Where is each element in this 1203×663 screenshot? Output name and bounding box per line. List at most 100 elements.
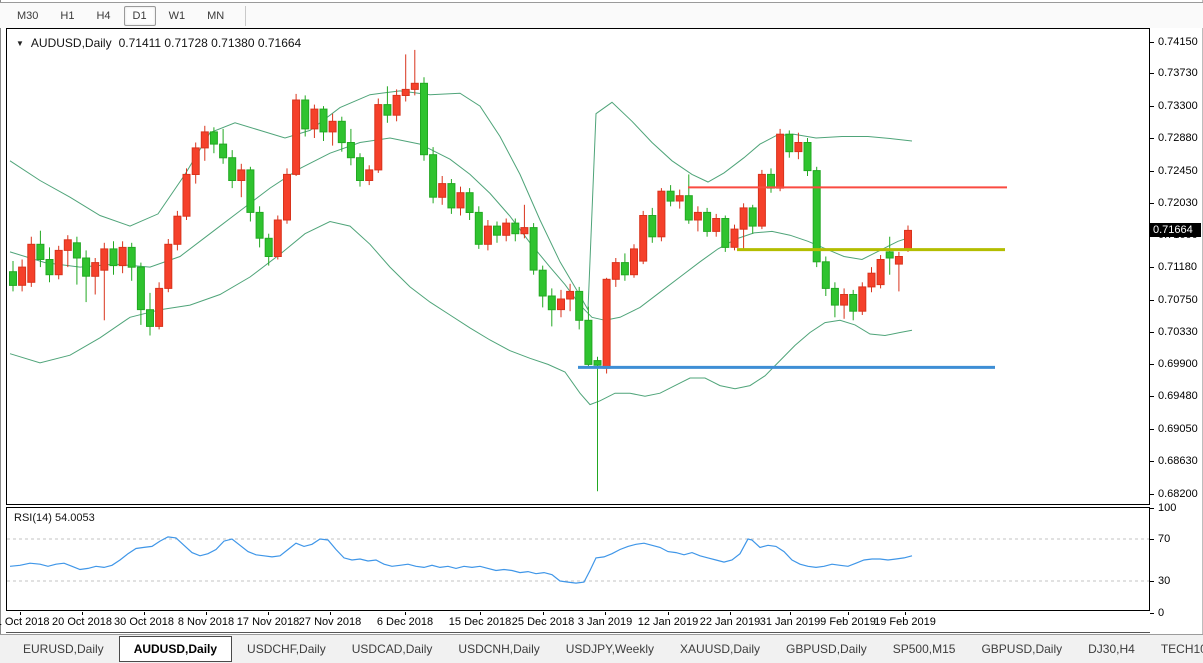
price-axis-tick: [1150, 396, 1154, 397]
price-axis-label: 0.73300: [1158, 100, 1198, 112]
timeframe-button-MN[interactable]: MN: [207, 9, 225, 22]
date-axis-label: 6 Dec 2018: [376, 616, 434, 628]
rsi-pane[interactable]: [6, 507, 1150, 611]
main-chart-pane[interactable]: [6, 28, 1150, 505]
date-axis-label: 30 Oct 2018: [114, 616, 174, 628]
rsi-axis-tick: [1150, 508, 1154, 509]
rsi-axis-label: 70: [1158, 533, 1171, 545]
price-axis-tick: [1150, 494, 1154, 495]
price-axis-tick: [1150, 106, 1154, 107]
timeframe-button-D1[interactable]: D1: [123, 5, 156, 26]
tab-USDCAD-Daily[interactable]: USDCAD,Daily: [351, 642, 433, 656]
price-axis[interactable]: 0.74150 0.73730 0.73300 0.72880 0.72450 0.720…: [1150, 28, 1203, 633]
date-axis-label: 3 Jan 2019: [577, 616, 633, 628]
tab-GBPUSD-Daily[interactable]: GBPUSD,Daily: [981, 642, 1063, 656]
date-axis-tick: [790, 612, 791, 615]
date-axis-label: 15 Dec 2018: [448, 616, 512, 628]
window-left-edge: [0, 0, 1, 663]
rsi-value: 54.0053: [54, 512, 95, 524]
tab-EURUSD-Daily[interactable]: EURUSD,Daily: [23, 642, 104, 656]
chart-title-row: ▼ AUDUSD,Daily 0.71411 0.71728 0.71380 0…: [16, 36, 301, 50]
price-axis-label: 0.69050: [1158, 423, 1198, 435]
date-axis-tick: [730, 612, 731, 615]
date-axis-label: 17 Nov 2018: [236, 616, 300, 628]
price-axis-label: 0.68200: [1158, 488, 1198, 500]
timeframe-button-W1[interactable]: W1: [168, 9, 186, 22]
toolbar-separator: [245, 5, 247, 26]
price-axis-tick: [1150, 42, 1154, 43]
timeframe-button-H1[interactable]: H1: [60, 9, 75, 22]
rsi-pane-border: [6, 507, 1150, 611]
tab-USDCHF-Daily[interactable]: USDCHF,Daily: [247, 642, 326, 656]
rsi-axis-tick: [1150, 581, 1154, 582]
bollinger-middle-band: [9, 137, 913, 321]
rsi-axis-label: 100: [1158, 502, 1177, 514]
price-axis-tick: [1150, 461, 1154, 462]
price-axis-label: 0.69480: [1158, 390, 1198, 402]
rsi-axis-label: 30: [1158, 575, 1171, 587]
date-axis-label: 31 Jan 2019: [759, 616, 821, 628]
tab-SP500-M15[interactable]: SP500,M15: [892, 642, 956, 656]
price-axis-label: 0.73730: [1158, 67, 1198, 79]
price-axis-label: 0.70750: [1158, 294, 1198, 306]
bollinger-lower-band: [9, 220, 913, 406]
price-axis-tick: [1150, 171, 1154, 172]
date-axis-label: 12 Jan 2019: [637, 616, 699, 628]
rsi-indicator-label: RSI(14) 54.0053: [14, 512, 95, 524]
date-axis-tick: [668, 612, 669, 615]
price-axis-tick: [1150, 203, 1154, 204]
rsi-line: [9, 536, 913, 584]
price-axis-tick: [1150, 73, 1154, 74]
date-axis-label: 22 Jan 2019: [699, 616, 761, 628]
tab-TECH100[interactable]: TECH100: [1160, 642, 1203, 656]
rsi-name: RSI(14): [14, 512, 52, 524]
date-axis-tick: [848, 612, 849, 615]
date-axis-tick: [605, 612, 606, 615]
tab-GBPUSD-Daily[interactable]: GBPUSD,Daily: [786, 642, 867, 656]
timeframe-toolbar: M30 H1 H4 D1 W1 MN: [0, 3, 1203, 28]
date-axis-label: 25 Dec 2018: [511, 616, 575, 628]
price-axis-label: 0.69900: [1158, 358, 1198, 370]
chart-ohlc-values: 0.71411 0.71728 0.71380 0.71664: [118, 36, 302, 50]
price-axis-tick: [1150, 429, 1154, 430]
tab-DJ30-H4[interactable]: DJ30,H4: [1088, 642, 1135, 656]
date-axis-tick: [20, 612, 21, 615]
date-axis-tick: [144, 612, 145, 615]
candlestick-series: [9, 49, 912, 492]
chart-title: AUDUSD,Daily: [30, 36, 112, 50]
date-axis-tick: [480, 612, 481, 615]
main-pane-border: [6, 28, 1150, 505]
rsi-axis-label: 0: [1158, 607, 1165, 619]
chart-tab-bar: EURUSD,Daily AUDUSD,Daily USDCHF,Daily USDC…: [0, 634, 1203, 663]
price-axis-label: 0.71180: [1158, 261, 1197, 273]
tab-USDJPY-Weekly[interactable]: USDJPY,Weekly: [565, 642, 655, 656]
date-axis-tick: [905, 612, 906, 615]
date-axis-tick: [82, 612, 83, 615]
date-axis-tick: [206, 612, 207, 615]
price-axis-label: 0.72880: [1158, 132, 1198, 144]
price-axis-label: 0.74150: [1158, 36, 1198, 48]
date-axis-label: 8 Nov 2018: [177, 616, 235, 628]
price-axis-label: 0.72450: [1158, 165, 1198, 177]
price-axis-tick: [1150, 332, 1154, 333]
date-axis-label: 20 Oct 2018: [52, 616, 112, 628]
date-axis-label: 19 Feb 2019: [874, 616, 936, 628]
chart-symbol-dropdown-icon[interactable]: ▼: [16, 38, 24, 48]
tab-XAUUSD-Daily[interactable]: XAUUSD,Daily: [680, 642, 761, 656]
tab-AUDUSD-Daily[interactable]: AUDUSD,Daily: [118, 636, 233, 662]
date-axis-tick: [330, 612, 331, 615]
timeframe-button-H4[interactable]: H4: [96, 9, 111, 22]
price-axis-tick: [1150, 138, 1154, 139]
price-axis-tick: [1150, 267, 1154, 268]
date-axis-tick: [543, 612, 544, 615]
date-axis-label: 9 Feb 2019: [820, 616, 876, 628]
tab-USDCNH-Daily[interactable]: USDCNH,Daily: [458, 642, 540, 656]
toolbar-divider: [0, 2, 1203, 3]
timeframe-button-M30[interactable]: M30: [17, 9, 39, 22]
price-axis-label: 0.72030: [1158, 197, 1198, 209]
current-price-badge: 0.71664: [1150, 223, 1201, 237]
chart-window: ▼ AUDUSD,Daily 0.71411 0.71728 0.71380 0…: [0, 28, 1203, 633]
date-axis-tick: [405, 612, 406, 615]
price-axis-tick: [1150, 300, 1154, 301]
